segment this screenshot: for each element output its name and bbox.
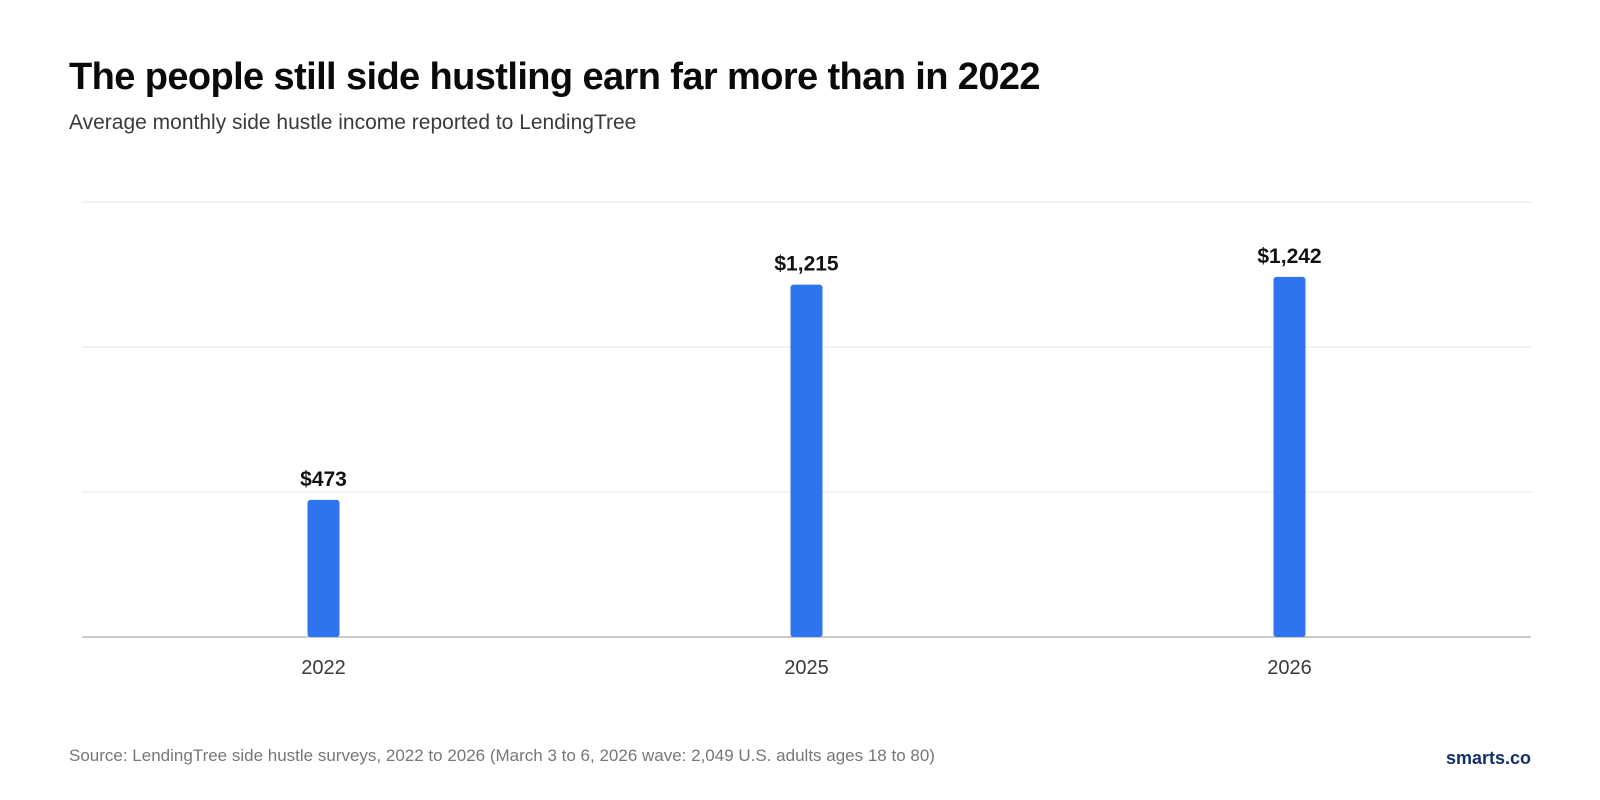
value-label-2026: $1,242 <box>1257 245 1321 268</box>
x-tick-label-2022: 2022 <box>301 657 346 679</box>
bar-2026[interactable] <box>1273 276 1306 637</box>
chart-title: The people still side hustling earn far … <box>69 56 1041 98</box>
value-label-2022: $473 <box>300 468 347 491</box>
x-tick-label-2026: 2026 <box>1267 657 1312 679</box>
bar-2025[interactable] <box>790 284 823 637</box>
value-label-2025: $1,215 <box>774 253 839 276</box>
bar-2022[interactable] <box>307 499 340 637</box>
x-tick-label-2025: 2025 <box>784 657 829 679</box>
source-note: Source: LendingTree side hustle surveys,… <box>69 746 935 765</box>
chart-subtitle: Average monthly side hustle income repor… <box>69 111 637 134</box>
value-labels: $473 $1,215 $1,242 <box>300 245 1321 491</box>
brand-logo-text[interactable]: smarts.co <box>1445 748 1531 768</box>
bars <box>307 276 1306 637</box>
x-axis-ticks: 2022 2025 2026 <box>301 657 1312 679</box>
